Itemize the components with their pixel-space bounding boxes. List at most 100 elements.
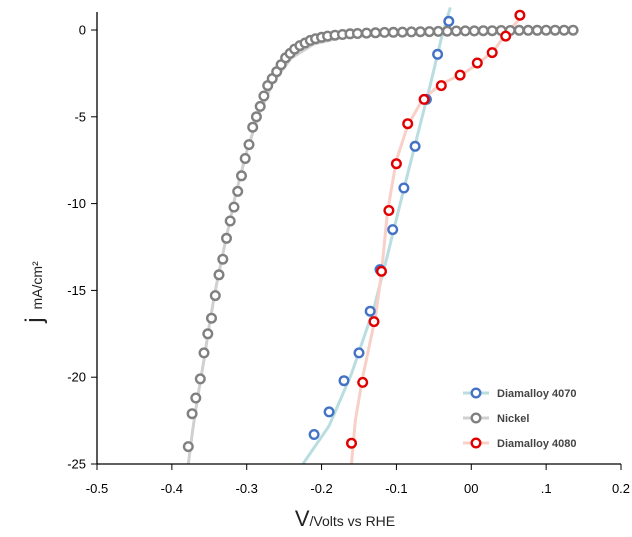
y-tick-label: -25 bbox=[67, 457, 86, 472]
data-point bbox=[254, 100, 266, 112]
data-point bbox=[390, 158, 402, 170]
x-axis-label-text: V/Volts vs RHE bbox=[295, 506, 395, 531]
x-tick-label: 00 bbox=[464, 481, 478, 496]
x-tick-label: .1 bbox=[541, 481, 552, 496]
data-point bbox=[396, 26, 408, 38]
y-axis-label-unit: mA/cm² bbox=[29, 261, 45, 313]
legend-label: Nickel bbox=[497, 413, 529, 425]
data-point bbox=[194, 373, 206, 385]
x-tick-label: -0.2 bbox=[310, 481, 332, 496]
legend-item: Nickel bbox=[463, 412, 529, 425]
data-point bbox=[250, 111, 262, 123]
data-point bbox=[514, 9, 526, 21]
data-point bbox=[513, 24, 525, 36]
y-tick-label: -20 bbox=[67, 370, 86, 385]
data-point bbox=[409, 140, 421, 152]
data-point bbox=[558, 24, 570, 36]
data-point bbox=[454, 69, 466, 81]
data-point bbox=[441, 25, 453, 37]
legend-marker bbox=[470, 412, 482, 424]
data-point bbox=[352, 28, 364, 40]
data-point bbox=[202, 328, 214, 340]
data-point bbox=[361, 27, 373, 39]
data-point bbox=[500, 30, 512, 42]
data-point bbox=[232, 185, 244, 197]
legend-item: Diamalloy 4070 bbox=[463, 387, 577, 400]
data-point bbox=[432, 25, 444, 37]
data-point bbox=[338, 375, 350, 387]
data-point bbox=[368, 316, 380, 328]
legend-marker bbox=[470, 437, 482, 449]
data-point bbox=[418, 93, 430, 105]
data-point bbox=[258, 90, 270, 102]
data-point bbox=[468, 25, 480, 37]
x-axis-label-main: V bbox=[295, 506, 310, 531]
data-point bbox=[205, 312, 217, 324]
data-point bbox=[379, 26, 391, 38]
data-point bbox=[198, 347, 210, 359]
y-tick-label: -15 bbox=[67, 283, 86, 298]
data-point bbox=[432, 48, 444, 60]
data-point bbox=[459, 25, 471, 37]
data-point bbox=[443, 15, 455, 27]
axes: 0 -5 -10 -15 -20 -25 -0.5 -0.4 -0.3 -0.2 -0.1 00 .1… bbox=[67, 12, 630, 496]
y-tick-label: -5 bbox=[74, 109, 86, 124]
data-point bbox=[522, 24, 534, 36]
data-point bbox=[209, 290, 221, 302]
data-point bbox=[239, 152, 251, 164]
data-point bbox=[217, 253, 229, 265]
data-point bbox=[387, 26, 399, 38]
data-point bbox=[308, 429, 320, 441]
data-point bbox=[567, 24, 579, 36]
data-point bbox=[346, 437, 358, 449]
data-point bbox=[220, 232, 232, 244]
x-tick-label: -0.3 bbox=[236, 481, 258, 496]
data-point bbox=[228, 201, 240, 213]
data-point bbox=[471, 57, 483, 69]
data-point bbox=[370, 27, 382, 39]
legend: Diamalloy 4070 Nickel Diamalloy 4080 bbox=[463, 387, 577, 450]
data-point bbox=[387, 224, 399, 236]
data-point bbox=[213, 269, 225, 281]
data-point bbox=[323, 406, 335, 418]
data-point bbox=[383, 204, 395, 216]
series-points bbox=[182, 9, 579, 453]
legend-label: Diamalloy 4070 bbox=[497, 388, 577, 400]
legend-marker bbox=[470, 387, 482, 399]
y-ticks: 0 -5 -10 -15 -20 -25 bbox=[67, 23, 97, 472]
x-tick-label: 0.2 bbox=[612, 481, 630, 496]
y-axis-label-main: j bbox=[21, 317, 48, 323]
x-ticks: -0.5 -0.4 -0.3 -0.2 -0.1 00 .1 0.2 bbox=[86, 464, 630, 496]
data-point bbox=[182, 441, 194, 453]
data-point bbox=[247, 121, 259, 133]
data-point bbox=[364, 305, 376, 317]
data-point bbox=[531, 24, 543, 36]
data-point bbox=[477, 25, 489, 37]
series-line bbox=[301, 6, 452, 465]
data-point bbox=[486, 25, 498, 37]
data-point bbox=[486, 47, 498, 59]
y-tick-label: -10 bbox=[67, 196, 86, 211]
data-point bbox=[402, 118, 414, 130]
y-axis-label: j mA/cm² bbox=[21, 261, 48, 324]
data-point bbox=[353, 347, 365, 359]
data-point bbox=[376, 265, 388, 277]
x-tick-label: -0.4 bbox=[161, 481, 183, 496]
legend-label: Diamalloy 4080 bbox=[497, 438, 577, 450]
data-point bbox=[224, 215, 236, 227]
data-point bbox=[549, 24, 561, 36]
legend-item: Diamalloy 4080 bbox=[463, 437, 577, 450]
data-point bbox=[450, 25, 462, 37]
data-point bbox=[423, 26, 435, 38]
x-axis-label: V/Volts vs RHE bbox=[295, 506, 395, 531]
data-point bbox=[540, 24, 552, 36]
data-point bbox=[186, 408, 198, 420]
data-point bbox=[435, 80, 447, 92]
data-point bbox=[398, 182, 410, 194]
x-tick-label: -0.5 bbox=[86, 481, 108, 496]
x-axis-label-unit: /Volts vs RHE bbox=[310, 513, 396, 529]
data-point bbox=[414, 26, 426, 38]
data-point bbox=[190, 392, 202, 404]
data-point bbox=[243, 139, 255, 151]
